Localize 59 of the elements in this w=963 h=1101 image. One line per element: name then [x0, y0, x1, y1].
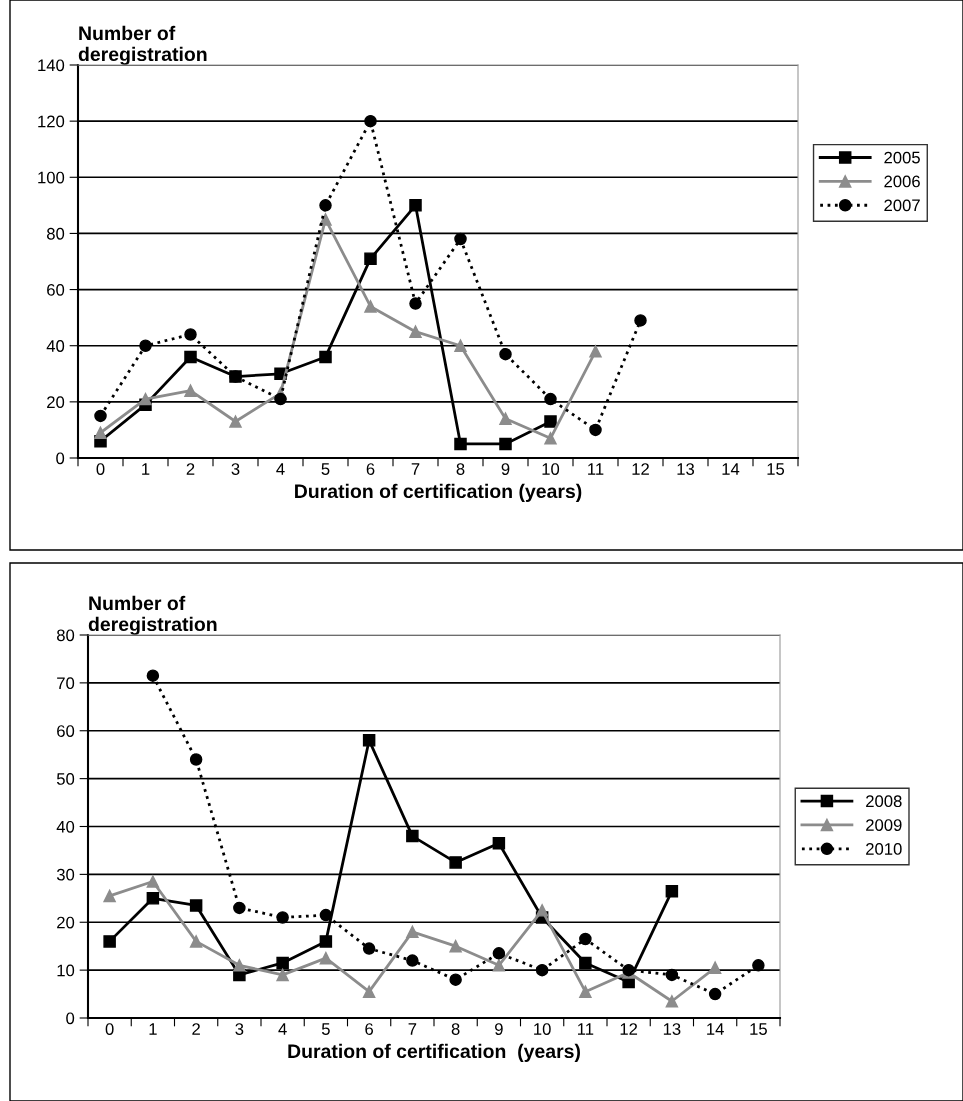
y-tick-label: 100 — [38, 171, 65, 184]
y-tick-label: 60 — [57, 725, 75, 737]
x-tick-label: 5 — [321, 1023, 330, 1035]
x-tick-label: 9 — [501, 463, 510, 475]
legend-label: 2010 — [866, 843, 902, 855]
legend-label: 2007 — [884, 199, 920, 212]
x-tick-label: 13 — [677, 463, 695, 475]
x-tick-label: 4 — [276, 463, 285, 475]
x-tick-label: 10 — [542, 463, 560, 475]
y-tick-label: 20 — [57, 916, 75, 929]
legend-label: 2006 — [884, 175, 920, 188]
x-tick-label: 7 — [411, 463, 420, 475]
y-tick-label: 30 — [56, 868, 75, 881]
x-tick-label: 1 — [142, 463, 150, 475]
x-tick-label: 11 — [577, 1023, 594, 1035]
x-tick-label: 2 — [192, 1023, 200, 1035]
y-axis-title: Number of deregistration — [88, 595, 217, 635]
x-tick-label: 1 — [149, 1023, 157, 1035]
x-tick-label: 11 — [588, 463, 604, 475]
x-tick-label: 6 — [365, 1023, 374, 1035]
y-tick-label: 40 — [56, 820, 75, 833]
y-tick-label: 80 — [56, 629, 75, 642]
y-tick-label: 120 — [38, 115, 65, 128]
legend-label: 2008 — [866, 795, 902, 808]
x-tick-label: 4 — [278, 1023, 287, 1035]
x-tick-label: 8 — [456, 463, 465, 475]
y-axis-title: Number of deregistration — [78, 25, 207, 65]
x-tick-label: 3 — [235, 1023, 244, 1035]
y-tick-label: 10 — [57, 964, 75, 977]
y-tick-label: 40 — [46, 340, 65, 352]
x-axis-title: Duration of certification (years) — [288, 1043, 580, 1062]
x-axis-title: Duration of certification (years) — [295, 483, 582, 502]
x-tick-label: 13 — [663, 1023, 681, 1035]
y-tick-label: 60 — [47, 283, 65, 296]
legend-label: 2009 — [866, 819, 902, 831]
x-tick-label: 5 — [321, 463, 330, 475]
x-tick-label: 3 — [231, 463, 240, 475]
x-tick-label: 9 — [495, 1023, 503, 1035]
x-tick-label: 15 — [767, 463, 785, 475]
y-tick-label: 80 — [46, 227, 65, 240]
x-tick-label: 12 — [632, 463, 649, 475]
x-tick-label: 12 — [620, 1023, 638, 1035]
x-tick-label: 15 — [750, 1023, 767, 1035]
x-tick-label: 0 — [105, 1023, 114, 1035]
x-tick-label: 7 — [408, 1023, 417, 1035]
y-tick-label: 50 — [56, 773, 75, 785]
x-tick-label: 0 — [96, 463, 105, 475]
x-tick-label: 10 — [534, 1023, 551, 1035]
x-tick-label: 8 — [451, 1023, 460, 1035]
y-tick-label: 0 — [66, 1012, 75, 1025]
legend-label: 2005 — [884, 151, 920, 164]
x-tick-label: 2 — [186, 463, 195, 475]
y-tick-label: 70 — [57, 677, 75, 690]
x-tick-label: 14 — [722, 463, 740, 475]
x-tick-label: 14 — [707, 1023, 724, 1035]
y-tick-label: 20 — [47, 396, 65, 409]
y-tick-label: 140 — [38, 59, 65, 72]
y-tick-label: 0 — [56, 452, 65, 465]
x-tick-label: 6 — [366, 463, 375, 475]
